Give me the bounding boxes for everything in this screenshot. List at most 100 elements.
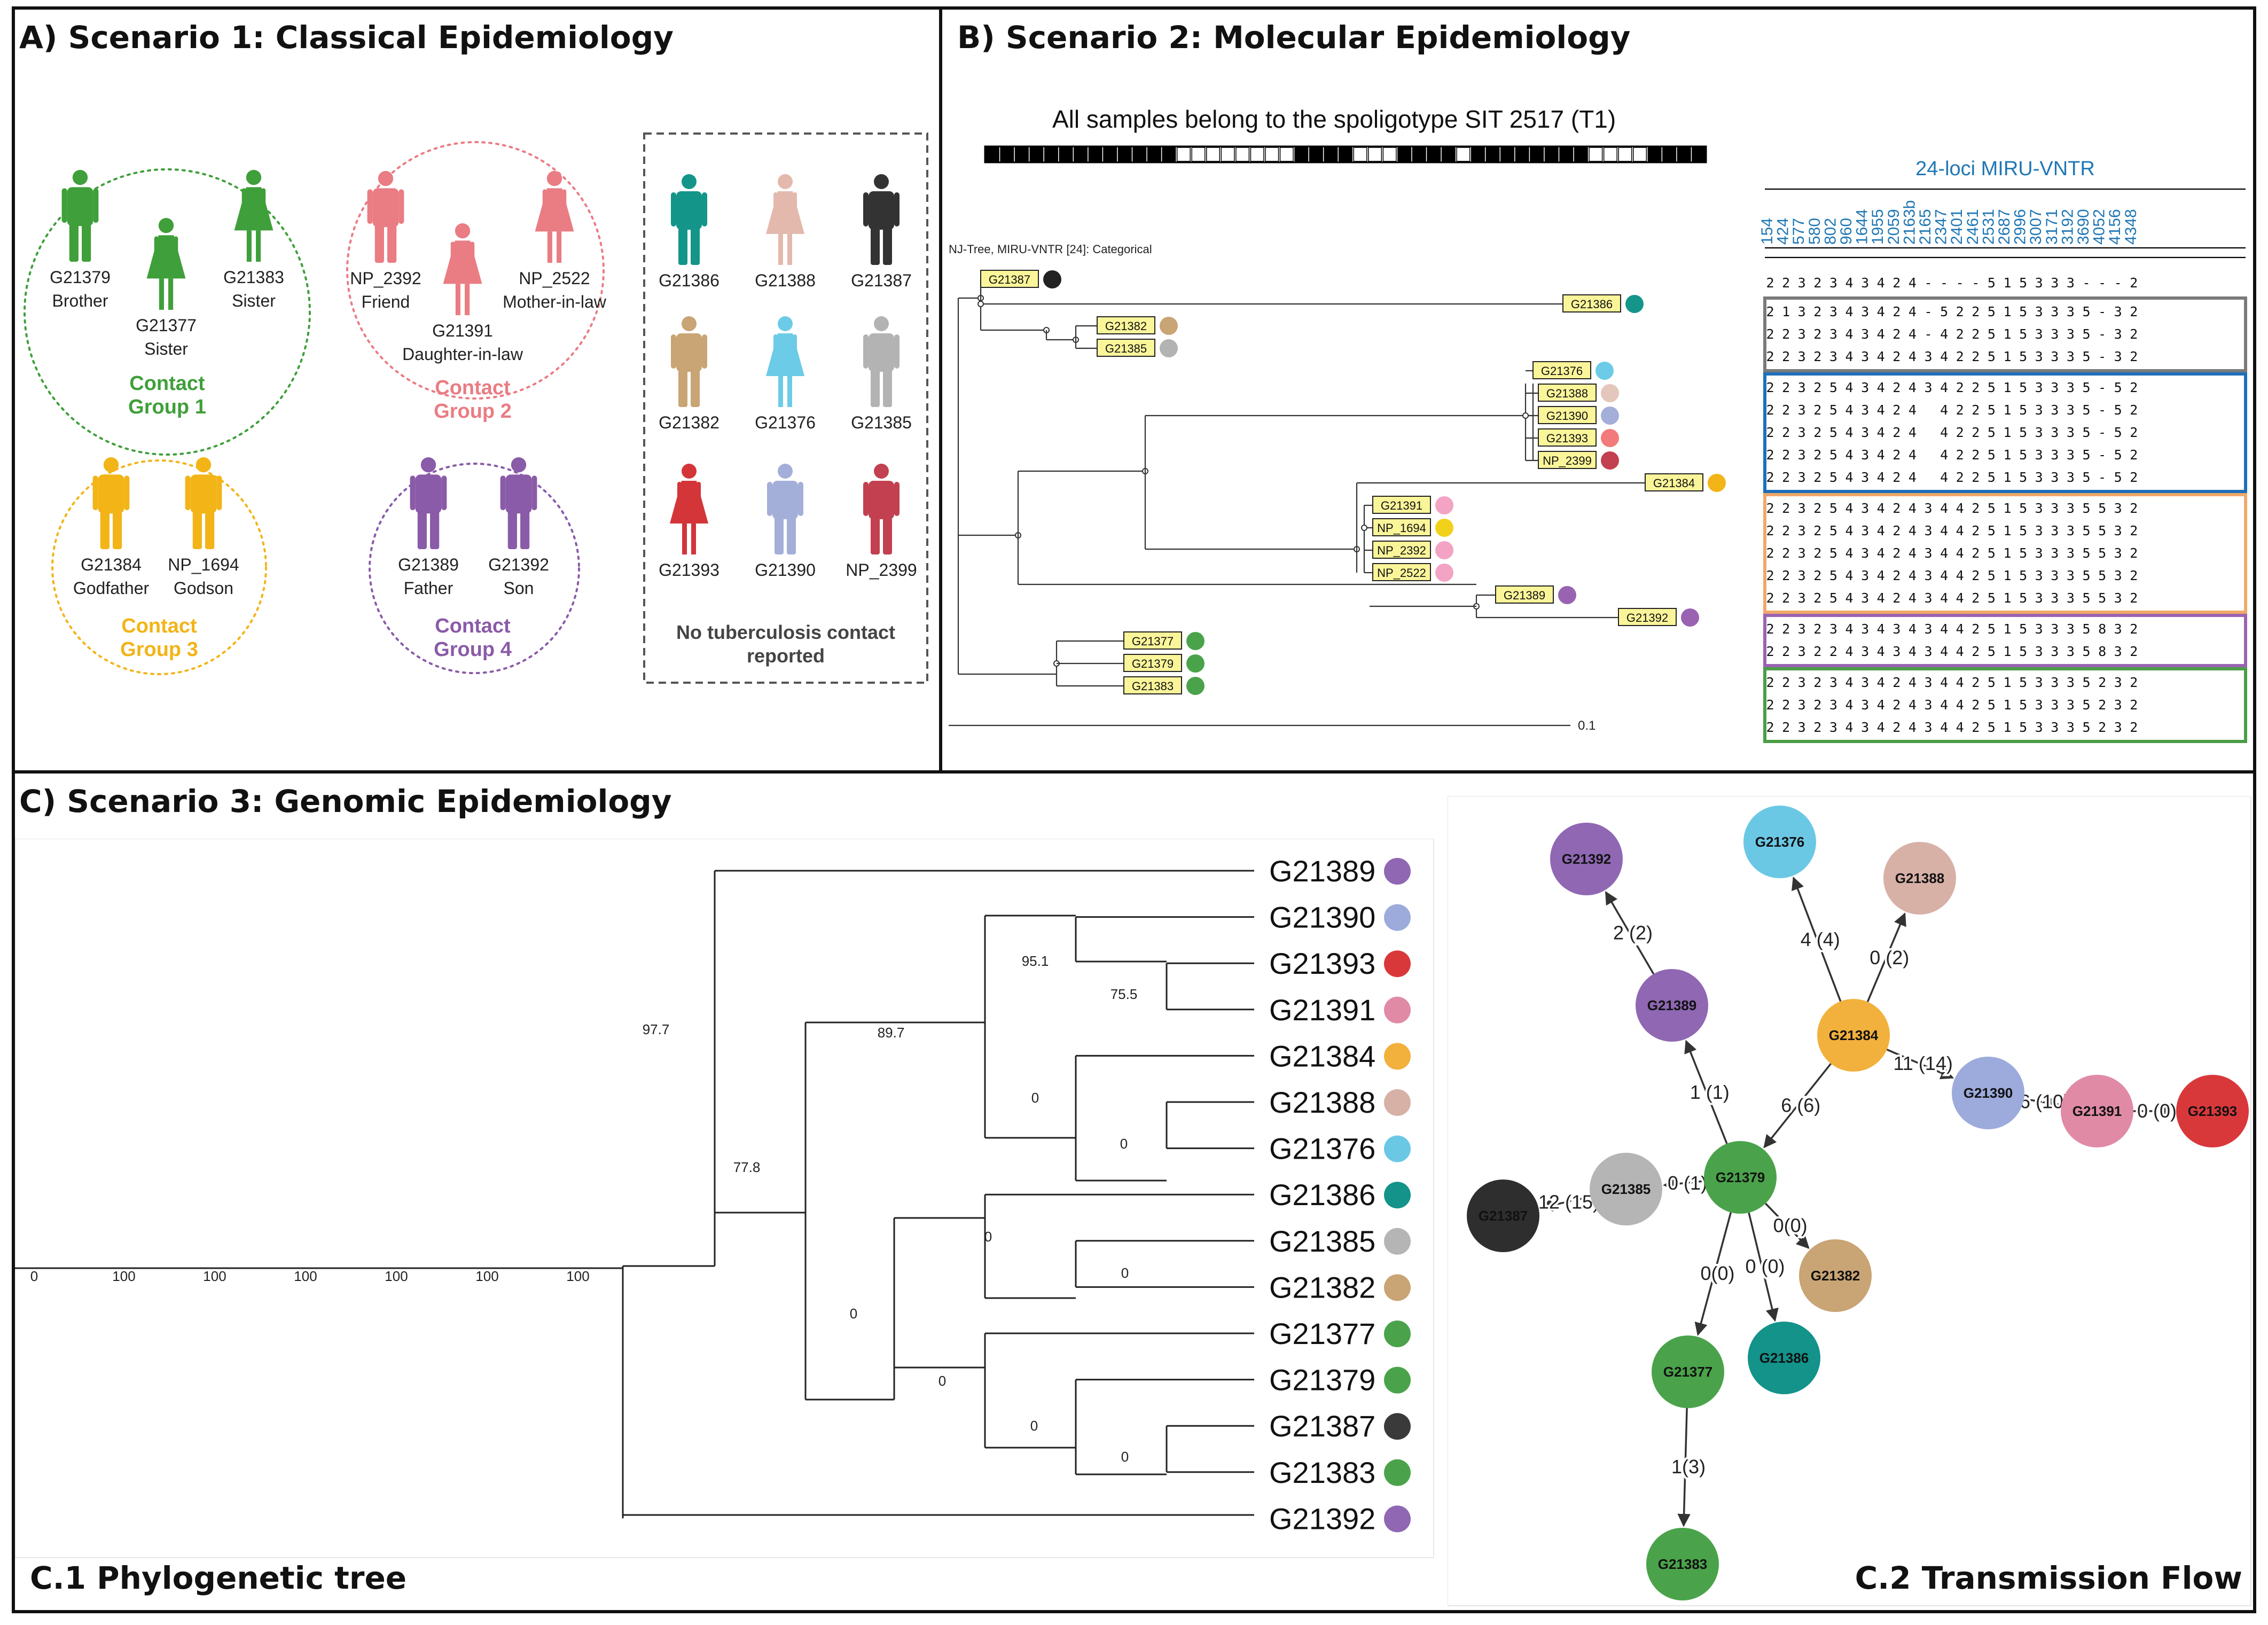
- person-G21385-icon-torso: [869, 333, 894, 372]
- person-G21382-icon-head: [682, 316, 697, 331]
- tree-leaf-dot-G21387: [1384, 1413, 1411, 1440]
- person-role-label: Sister: [144, 339, 188, 358]
- person-NP_2392-icon-leg-left: [374, 225, 384, 263]
- miru-cell: 2: [1829, 644, 1837, 659]
- bootstrap-label: 0: [1031, 1090, 1039, 1106]
- miru-cell: 5: [1829, 568, 1837, 583]
- tree-node: [1522, 412, 1529, 419]
- miru-cell: 4: [1940, 697, 1948, 713]
- miru-cell: 2: [1766, 304, 1774, 319]
- person-G21379-icon: [61, 170, 99, 262]
- tree-leaf-label: NP_2399: [1543, 454, 1592, 467]
- locus-label: 580: [1806, 218, 1824, 245]
- miru-reference-cell: 3: [1861, 275, 1869, 291]
- miru-cell: 3: [2035, 545, 2043, 561]
- miru-cell: 2: [1766, 675, 1774, 690]
- tree-leaf-label: G21388: [1269, 1085, 1375, 1119]
- person-G21376-icon-arm-right: [793, 334, 797, 368]
- miru-cell: 5: [1988, 697, 1996, 713]
- miru-cell: 2: [2130, 590, 2138, 606]
- network-node-label: G21384: [1829, 1027, 1879, 1043]
- network-node-G21390: [1952, 1057, 2024, 1129]
- miru-cell: 2: [1813, 568, 1821, 583]
- miru-cell: 5: [1829, 590, 1837, 606]
- locus-label: 4052: [2091, 209, 2108, 245]
- person-role-label: Friend: [362, 292, 410, 311]
- miru-cell: 5: [2082, 470, 2090, 485]
- person-G21390-icon-leg-left: [775, 517, 784, 554]
- spoligo-spacer: [1044, 147, 1059, 162]
- miru-cell: 3: [1798, 470, 1806, 485]
- miru-cell: 5: [2082, 402, 2090, 418]
- person-G21386-icon-arm-left: [671, 192, 676, 226]
- miru-cell: 3: [2035, 720, 2043, 735]
- person-NP_2522-icon: [535, 171, 574, 263]
- person-NP_1694-icon-arm-left: [185, 475, 191, 511]
- miru-cell: 2: [1972, 470, 1980, 485]
- person-id-label: G21392: [488, 555, 549, 574]
- miru-cell: 4: [1845, 568, 1853, 583]
- miru-cell: 2: [1892, 326, 1901, 342]
- tree-leaf-box-G21379: [1123, 654, 1182, 672]
- miru-cell: 4: [1877, 675, 1885, 690]
- miru-cell: 1: [2003, 568, 2011, 583]
- person-G21377-icon-leg-right: [168, 278, 174, 310]
- miru-reference-cell: -: [2114, 275, 2122, 291]
- person-G21383-icon-dress: [234, 187, 273, 231]
- edge-label: 6 (6): [1781, 1094, 1820, 1116]
- miru-cell: 3: [2051, 349, 2059, 364]
- miru-cell: 3: [1798, 402, 1806, 418]
- person-G21391-icon: [443, 223, 482, 315]
- miru-cell: 3: [1861, 720, 1869, 735]
- miru-cell: 3: [1924, 644, 1932, 659]
- tree-leaf-box-NP_1694: [1372, 518, 1431, 536]
- miru-cell: 3: [2067, 447, 2075, 463]
- person-NP_1694-icon-leg-left: [192, 511, 202, 549]
- miru-cell: 1: [2003, 501, 2011, 516]
- spoligo-spacer: [1471, 147, 1485, 162]
- spoligo-spacer: [1265, 147, 1279, 162]
- miru-cell: 3: [2035, 447, 2043, 463]
- tree-leaf-dot-G21383: [1186, 677, 1205, 695]
- tree-leaf-dot-G21382: [1384, 1274, 1411, 1301]
- no-contact-id-label: G21388: [755, 271, 816, 290]
- edge-label: 1(3): [1671, 1456, 1706, 1478]
- person-G21392-icon-arm-right: [531, 475, 537, 511]
- miru-cell: 3: [2067, 720, 2075, 735]
- miru-cell: 5: [2082, 697, 2090, 713]
- spoligo-spacer: [1191, 147, 1206, 162]
- locus-label: 3690: [2075, 209, 2092, 245]
- miru-cell: 5: [2019, 523, 2027, 538]
- miru-cell: 4: [1940, 545, 1948, 561]
- spoligo-spacer: [1353, 147, 1367, 162]
- spoligo-spacer: [1485, 147, 1500, 162]
- locus-label: 3007: [2027, 209, 2045, 245]
- locus-label: 2347: [1933, 209, 1950, 245]
- miru-cell: 1: [2003, 621, 2011, 637]
- person-id-label: G21389: [398, 555, 459, 574]
- miru-cell: 1: [2003, 644, 2011, 659]
- bootstrap-label: 95.1: [1022, 953, 1049, 969]
- miru-cell: 3: [1924, 523, 1932, 538]
- miru-cell: 3: [2051, 304, 2059, 319]
- spoligo-spacer: [1692, 147, 1706, 162]
- spoligo-spacer: [1500, 147, 1515, 162]
- miru-cell: 3: [2051, 568, 2059, 583]
- person-role-label: Daughter-in-law: [402, 345, 523, 364]
- spoligo-spacer: [1000, 147, 1014, 162]
- miru-cell: 2: [1766, 545, 1774, 561]
- miru-cell: 3: [1798, 447, 1806, 463]
- miru-cell: 3: [1924, 590, 1932, 606]
- miru-cell: 4: [1909, 720, 1917, 735]
- tree-leaf-dot-G21377: [1186, 632, 1205, 650]
- miru-cell: 2: [2130, 304, 2138, 319]
- tree-leaf-dot-G21389: [1558, 586, 1576, 604]
- miru-cell: 5: [2082, 523, 2090, 538]
- network-node-label: G21385: [1601, 1181, 1651, 1197]
- contact-group-1-label-line1: Contact: [129, 372, 205, 395]
- root-axis-tick: 100: [566, 1268, 589, 1284]
- person-G21387-icon-leg-left: [871, 228, 880, 265]
- spoligo-spacer: [1279, 147, 1294, 162]
- miru-cell: -: [2098, 402, 2106, 418]
- person-G21388-icon: [766, 174, 804, 265]
